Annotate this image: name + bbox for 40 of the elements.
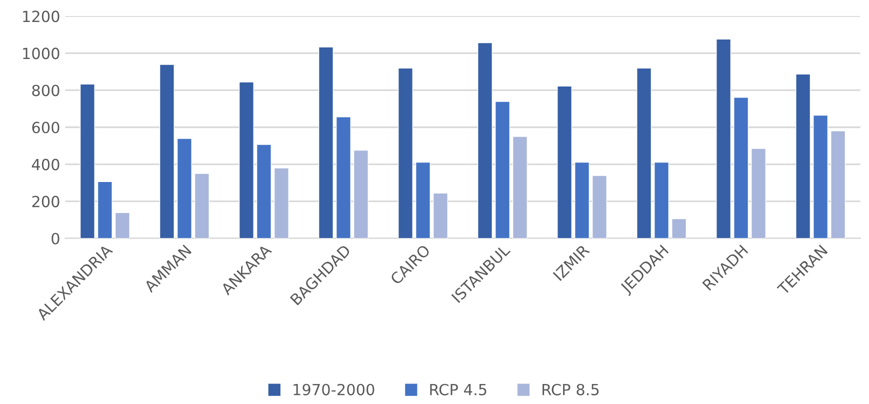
bar <box>336 116 351 238</box>
bar <box>256 144 272 238</box>
bar <box>415 162 430 238</box>
y-tick-label: 0 <box>52 232 60 244</box>
bar <box>97 181 112 238</box>
bar <box>398 68 413 238</box>
bar <box>716 38 732 238</box>
y-tick-label: 1200 <box>23 10 60 22</box>
bar <box>654 162 670 238</box>
bar <box>574 162 590 238</box>
legend-label: RCP 8.5 <box>542 384 599 396</box>
bar <box>830 130 846 238</box>
bar <box>159 64 174 238</box>
bar <box>796 74 811 238</box>
bar <box>194 173 210 238</box>
bar <box>672 218 687 238</box>
y-tick-label: 200 <box>32 196 60 208</box>
bar <box>734 97 749 238</box>
bar <box>274 168 289 238</box>
bar <box>432 192 448 238</box>
bar <box>353 150 368 238</box>
bar <box>512 136 528 238</box>
legend-label: RCP 4.5 <box>430 384 486 396</box>
legend-label: 1970-2000 <box>294 384 374 396</box>
bar <box>478 42 493 238</box>
bar <box>80 84 95 238</box>
bar <box>114 212 130 238</box>
bar <box>592 175 608 238</box>
bar <box>238 82 254 238</box>
bar <box>751 148 766 238</box>
y-tick-label: 400 <box>32 158 60 170</box>
bar <box>636 68 652 238</box>
bar <box>557 86 572 238</box>
bar <box>813 114 828 238</box>
y-tick-label: 800 <box>32 84 60 96</box>
y-tick-label: 1000 <box>23 48 60 60</box>
bar <box>318 46 334 238</box>
bar <box>176 138 192 238</box>
bar <box>494 101 510 238</box>
y-tick-label: 600 <box>32 122 60 134</box>
